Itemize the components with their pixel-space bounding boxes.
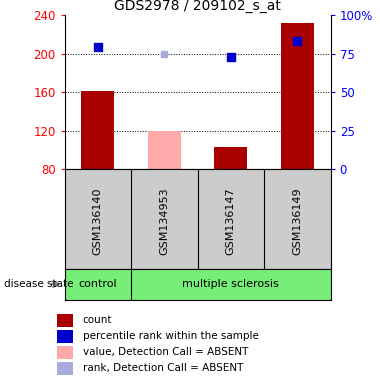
Text: count: count [83,315,112,325]
FancyBboxPatch shape [57,314,73,326]
Point [228,53,234,60]
Text: percentile rank within the sample: percentile rank within the sample [83,331,258,341]
FancyBboxPatch shape [57,330,73,343]
Bar [148,131,181,169]
Point [294,38,301,44]
Bar [281,23,314,169]
Text: rank, Detection Call = ABSENT: rank, Detection Call = ABSENT [83,364,243,374]
Title: GDS2978 / 209102_s_at: GDS2978 / 209102_s_at [114,0,281,13]
Text: GSM136140: GSM136140 [93,187,103,255]
Text: control: control [79,279,117,289]
Bar [81,91,114,169]
Text: GSM136147: GSM136147 [226,187,236,255]
FancyBboxPatch shape [57,362,73,375]
Text: multiple sclerosis: multiple sclerosis [182,279,279,289]
Text: GSM136149: GSM136149 [292,187,302,255]
Text: disease state: disease state [4,279,73,289]
Bar [214,147,247,169]
Point [95,44,101,50]
FancyBboxPatch shape [57,346,73,359]
Text: value, Detection Call = ABSENT: value, Detection Call = ABSENT [83,348,248,358]
Point [162,51,168,57]
Text: GSM134953: GSM134953 [159,187,169,255]
